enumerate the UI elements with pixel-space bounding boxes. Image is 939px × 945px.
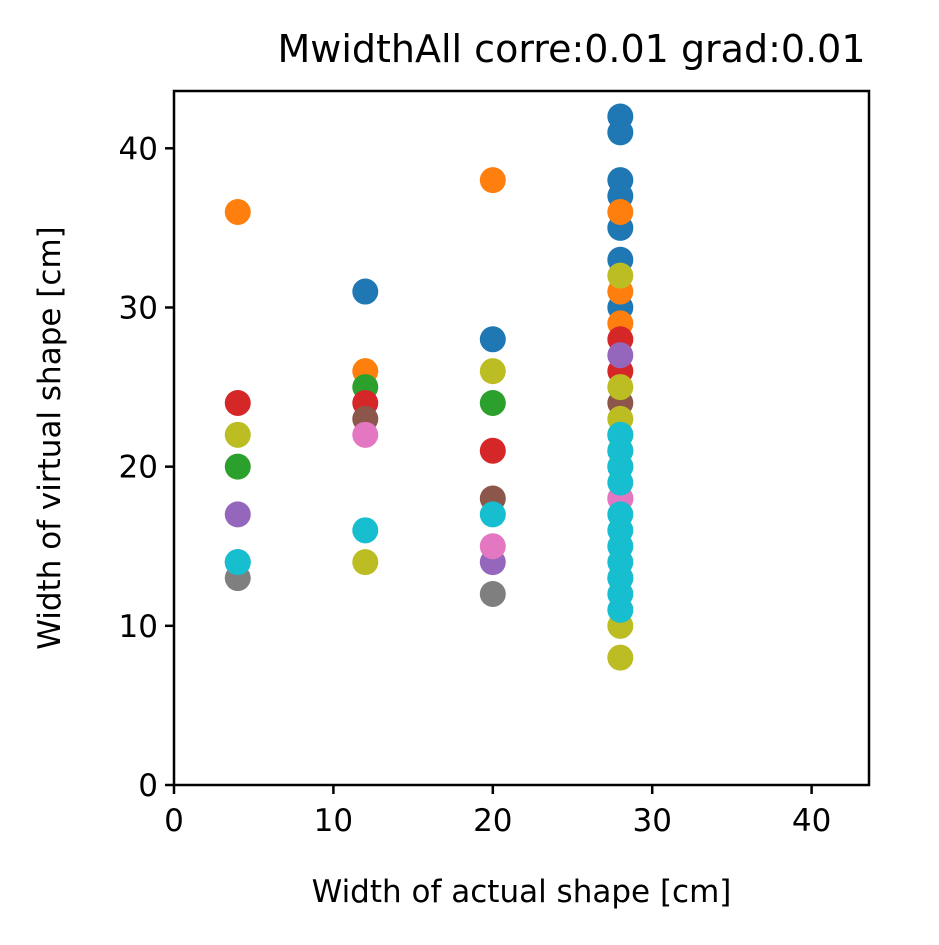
data-point — [224, 421, 251, 448]
plot-frame — [172, 89, 871, 787]
data-point — [224, 501, 251, 528]
data-point — [479, 501, 506, 528]
data-point — [479, 326, 506, 353]
data-point — [352, 278, 379, 305]
data-point — [479, 533, 506, 560]
data-point — [607, 469, 634, 496]
x-axis: 0 10 20 30 40 — [164, 785, 831, 839]
y-tick-label: 0 — [138, 768, 158, 804]
x-tick-label: 30 — [632, 803, 671, 839]
data-point — [224, 198, 251, 225]
y-axis-label: Width of virtual shape [cm] — [32, 226, 68, 649]
data-point — [479, 167, 506, 194]
x-axis-label: Width of actual shape [cm] — [312, 874, 732, 910]
data-point — [607, 596, 634, 623]
data-point — [479, 389, 506, 416]
y-tick-label: 20 — [119, 450, 158, 486]
data-point — [224, 389, 251, 416]
data-point — [352, 549, 379, 576]
y-tick-label: 40 — [119, 131, 158, 167]
points-layer — [224, 103, 634, 671]
x-tick-label: 0 — [164, 803, 184, 839]
y-axis: 0 10 20 30 40 — [119, 131, 174, 804]
data-point — [607, 644, 634, 671]
data-point — [352, 421, 379, 448]
data-point — [607, 198, 634, 225]
x-tick-label: 20 — [473, 803, 512, 839]
data-point — [607, 119, 634, 146]
y-tick-label: 30 — [119, 290, 158, 326]
data-point — [607, 374, 634, 401]
data-point — [479, 580, 506, 607]
y-tick-label: 10 — [119, 609, 158, 645]
x-tick-label: 40 — [792, 803, 831, 839]
data-point — [607, 342, 634, 369]
x-tick-label: 10 — [314, 803, 353, 839]
data-point — [479, 358, 506, 385]
data-point — [479, 437, 506, 464]
data-point — [607, 262, 634, 289]
data-point — [224, 453, 251, 480]
data-point — [352, 517, 379, 544]
data-point — [224, 549, 251, 576]
chart-title: MwidthAll corre:0.01 grad:0.01 — [277, 27, 865, 71]
